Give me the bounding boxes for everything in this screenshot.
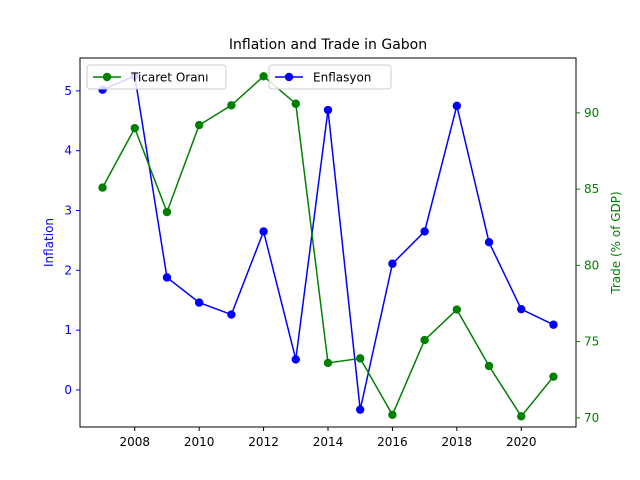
series-0-point — [194, 298, 204, 307]
y-axis-label-right: Trade (% of GDP) — [609, 191, 623, 294]
legends: Ticaret Oranı Enflasyon — [86, 64, 392, 90]
chart-title: Inflation and Trade in Gabon — [229, 37, 427, 53]
plot-area: 2008 2010 2012 2014 2016 2018 2020 0 1 2 3 4 5 70 75 80… — [64, 57, 599, 449]
y-right-tick-label: 70 — [584, 411, 599, 425]
legend-box — [86, 64, 227, 90]
series-1-point — [452, 305, 462, 314]
y-axis-label-left: Inflation — [42, 218, 56, 267]
legend-label: Enflasyon — [313, 71, 371, 85]
series-1-point — [194, 120, 204, 130]
series-0-point — [549, 320, 558, 329]
legend-box — [268, 64, 392, 90]
x-tick-label: 2016 — [377, 435, 408, 449]
x-tick-label: 2010 — [184, 435, 215, 449]
x-tick-label: 2014 — [313, 435, 344, 449]
x-tick-label: 2020 — [506, 435, 537, 449]
series-0-point — [517, 304, 526, 314]
series-1-point — [291, 99, 300, 108]
y-left-tick-label: 5 — [64, 84, 72, 98]
y-left-tick-label: 3 — [64, 204, 72, 218]
series-1-point — [162, 207, 172, 217]
y-left-tick-label: 0 — [64, 383, 72, 397]
series-0-point — [356, 405, 365, 414]
series-1-point — [130, 123, 139, 133]
series-1-point — [259, 72, 268, 81]
series-0-point — [162, 273, 172, 282]
series-1-point — [356, 354, 365, 363]
series-0-point — [388, 259, 397, 268]
legend-marker — [102, 72, 112, 82]
x-tick-label: 2008 — [119, 435, 150, 449]
legend-marker — [284, 72, 294, 82]
series-0-point — [484, 238, 494, 247]
legend-label: Ticaret Oranı — [130, 71, 209, 85]
series-0-point — [420, 227, 429, 236]
series-1-point — [388, 410, 397, 420]
series-0-point — [323, 105, 333, 115]
y-left-tick-label: 4 — [64, 144, 72, 158]
y-left-tick-label: 1 — [64, 323, 72, 337]
series-1-point — [549, 372, 558, 381]
series-0-point — [291, 355, 300, 364]
y-left-tick-label: 2 — [64, 263, 72, 277]
y-right-tick-label: 75 — [584, 335, 599, 349]
series-1-point — [98, 183, 107, 192]
y-right-tick-label: 90 — [584, 106, 599, 120]
x-tick-label: 2012 — [248, 435, 279, 449]
series-1-point — [227, 101, 236, 110]
y-right-tick-label: 85 — [584, 182, 599, 196]
series-0-point — [452, 101, 462, 111]
series-1-point — [517, 412, 526, 421]
series-0-point — [227, 310, 236, 319]
series-1-point — [484, 361, 494, 371]
series-1-point — [420, 335, 429, 345]
x-tick-label: 2018 — [442, 435, 473, 449]
series-1-point — [323, 358, 333, 368]
series-0-point — [259, 227, 268, 236]
y-right-tick-label: 80 — [584, 258, 599, 272]
